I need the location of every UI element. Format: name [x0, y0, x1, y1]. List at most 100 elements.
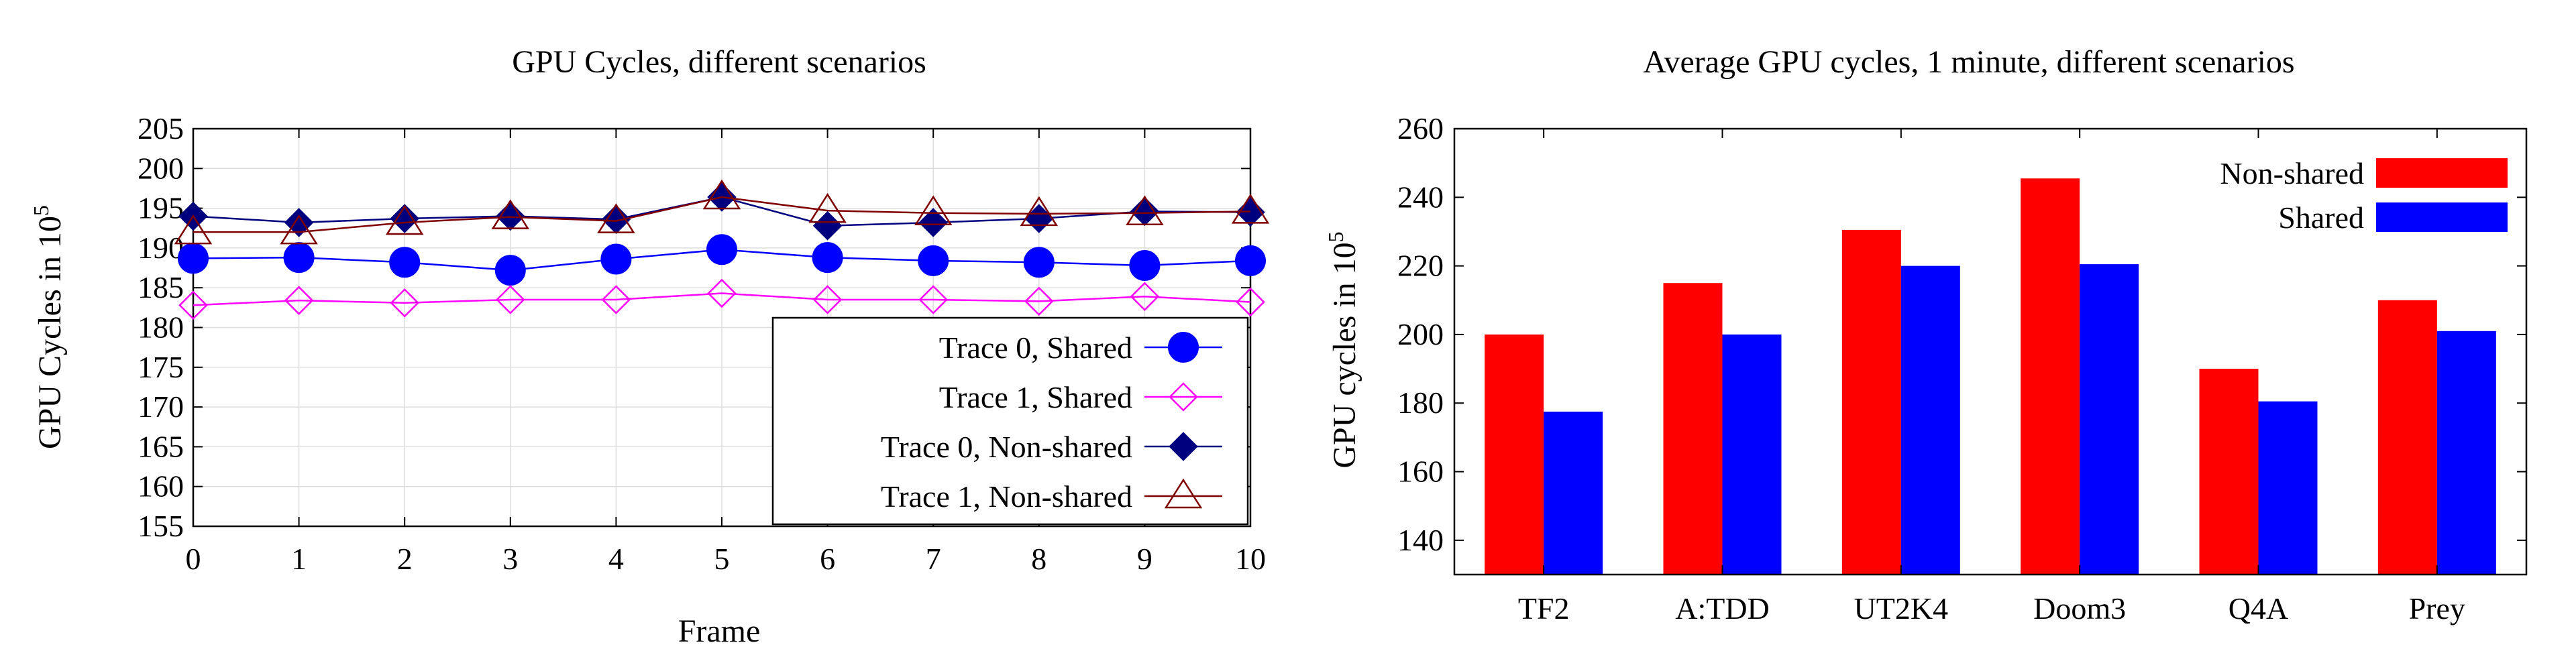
- line-chart-legend-label: Trace 1, Non-shared: [881, 479, 1132, 514]
- line-chart-data-point: [491, 199, 530, 229]
- line-chart-data-point: [1126, 195, 1164, 225]
- line-chart-data-point: [1129, 249, 1161, 281]
- line-chart-y-axis-label-exponent: 5: [29, 205, 53, 216]
- line-chart-series-line: [193, 292, 1251, 306]
- line-chart-data-point: [390, 288, 419, 318]
- bar-chart-bar: [1841, 229, 1901, 575]
- line-chart-x-tick-label: 10: [1235, 542, 1266, 576]
- bar-chart-bars: [1485, 178, 2496, 575]
- line-chart-data-point: [706, 234, 737, 265]
- bar-chart-bar: [1900, 265, 1960, 575]
- line-chart-data-point: [918, 245, 949, 276]
- bar-chart: Average GPU cycles, 1 minute, different …: [1324, 44, 2528, 626]
- line-chart-legend-label: Trace 0, Non-shared: [881, 430, 1132, 464]
- line-chart-x-tick-label: 3: [502, 542, 518, 576]
- line-chart-data-point: [808, 192, 847, 223]
- line-chart-legend: Trace 0, Shared Trace 1, Shared Trace 0, N…: [771, 316, 1249, 526]
- line-chart-legend-box: [771, 316, 1249, 526]
- line-chart-data-point: [600, 243, 632, 275]
- line-chart-data-point: [390, 204, 419, 233]
- bar-chart-y-axis-label-text: GPU cycles in 10: [1327, 242, 1362, 468]
- line-chart-data-point: [496, 285, 525, 314]
- line-chart-data-point: [812, 242, 843, 274]
- line-chart-legend-label: Trace 1, Shared: [939, 380, 1132, 414]
- bar-chart-bar: [2377, 300, 2437, 575]
- line-chart-data-point: [597, 203, 635, 233]
- line-chart-data-point: [178, 243, 209, 274]
- line-chart-x-tick-label: 6: [820, 542, 835, 576]
- line-chart-data-point: [1236, 287, 1265, 317]
- line-chart-data-point: [1024, 204, 1054, 233]
- line-chart-x-tick-label: 7: [926, 542, 941, 576]
- line-chart-y-tick-label: 200: [138, 151, 184, 185]
- bar-chart-legend-swatch: [2376, 202, 2508, 232]
- bar-chart-bar: [2436, 331, 2496, 575]
- line-chart-legend-label: Trace 0, Shared: [939, 331, 1132, 365]
- bar-chart-y-tick-label: 180: [1397, 385, 1444, 420]
- bar-chart-axes: 140 160 180 200 220 240 260 TF2 A:TDD UT2K4 Doom3 Q…: [1397, 111, 2526, 626]
- line-chart-legend-marker: [1168, 332, 1199, 363]
- line-chart-legend-marker: [1169, 432, 1198, 461]
- bar-chart-bar: [1544, 412, 1603, 575]
- line-chart-axes: 155 160 165 170 175 180 185 190 195 200 205 0 1 2 3 4 5 6…: [138, 111, 1266, 576]
- line-chart-data-point: [1024, 286, 1054, 316]
- line-chart-y-tick-label: 155: [138, 509, 184, 543]
- line-chart-y-tick-label: 180: [138, 310, 184, 345]
- line-chart-data-point: [812, 285, 843, 314]
- line-chart-y-tick-label: 190: [138, 231, 184, 265]
- line-chart-x-tick-label: 8: [1031, 542, 1046, 576]
- line-chart-legend-marker: [1164, 478, 1203, 509]
- line-chart: GPU Cycles, different scenarios 155 160 1 6…: [29, 44, 1270, 649]
- bar-chart-x-tick-label: Q4A: [2229, 591, 2288, 626]
- line-chart-data-point: [494, 255, 526, 286]
- line-chart-x-axis-label: Frame: [678, 613, 761, 649]
- line-chart-legend-marker: [1169, 382, 1198, 412]
- line-chart-y-axis-label: GPU Cycles in 105: [29, 205, 68, 449]
- line-chart-y-tick-label: 160: [138, 469, 184, 503]
- bar-chart-legend-swatch: [2376, 158, 2508, 188]
- line-chart-y-tick-label: 195: [138, 191, 184, 225]
- bar-chart-bar: [2199, 369, 2259, 575]
- bar-chart-y-axis-label-exponent: 5: [1324, 231, 1348, 242]
- line-chart-data-point: [601, 285, 631, 314]
- line-chart-data-point: [284, 286, 314, 315]
- bar-chart-x-tick-label: Prey: [2409, 591, 2465, 626]
- line-chart-data-point: [1023, 247, 1055, 278]
- line-chart-data-point: [1235, 245, 1266, 276]
- bar-chart-legend: Non-shared Shared: [2220, 156, 2508, 235]
- bar-chart-y-axis-label: GPU cycles in 105: [1324, 231, 1362, 468]
- line-chart-data-point: [1020, 196, 1059, 227]
- bar-chart-x-tick-label: TF2: [1518, 591, 1570, 626]
- line-chart-title: GPU Cycles, different scenarios: [512, 44, 926, 80]
- line-chart-x-tick-label: 9: [1137, 542, 1152, 576]
- bar-chart-legend-label: Shared: [2278, 200, 2364, 235]
- bar-chart-title: Average GPU cycles, 1 minute, different …: [1643, 44, 2294, 80]
- bar-chart-plot-frame: [1453, 127, 2528, 576]
- line-chart-data-point: [385, 204, 424, 235]
- bar-chart-legend-label: Non-shared: [2220, 156, 2364, 190]
- line-chart-y-tick-label: 170: [138, 390, 184, 424]
- bar-chart-bar: [2258, 401, 2318, 575]
- line-chart-data-point: [174, 214, 213, 245]
- bar-chart-y-tick-label: 240: [1397, 180, 1444, 214]
- line-chart-data-point: [178, 290, 208, 320]
- line-chart-data-point: [918, 285, 948, 314]
- line-chart-data-point: [1231, 194, 1270, 224]
- bar-chart-x-tick-label: A:TDD: [1675, 591, 1770, 626]
- line-chart-data-point: [1130, 282, 1160, 312]
- line-chart-data-point: [918, 208, 948, 237]
- line-chart-y-tick-label: 205: [138, 111, 184, 145]
- bar-chart-y-tick-label: 260: [1397, 111, 1444, 145]
- line-chart-data-point: [914, 195, 953, 225]
- line-chart-x-tick-label: 1: [291, 542, 307, 576]
- line-chart-y-tick-label: 185: [138, 270, 184, 304]
- bar-chart-x-tick-label: UT2K4: [1854, 591, 1949, 626]
- bar-chart-bar: [1722, 334, 1782, 575]
- bar-chart-y-tick-label: 220: [1397, 249, 1444, 283]
- line-chart-y-axis-label-text: GPU Cycles in 10: [32, 216, 68, 449]
- line-chart-data-point: [280, 214, 318, 245]
- line-chart-data-point: [707, 278, 737, 308]
- line-chart-x-tick-label: 5: [714, 542, 730, 576]
- line-chart-data-point: [702, 179, 741, 210]
